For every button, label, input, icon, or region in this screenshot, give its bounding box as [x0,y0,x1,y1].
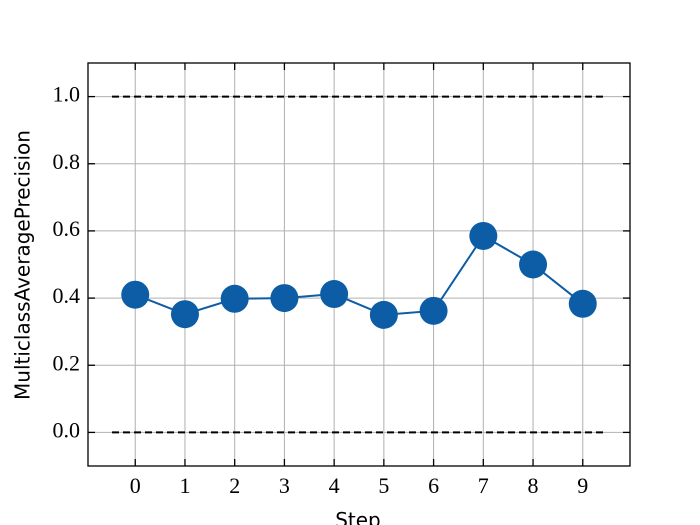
y-tick-label: 0.8 [53,149,81,174]
y-tick-label: 0.6 [53,216,81,241]
y-tick-label: 1.0 [53,82,81,107]
data-point [519,250,548,279]
data-point [369,300,398,329]
y-axis-label: MulticlassAveragePrecision [11,130,35,400]
x-tick-label: 4 [329,473,340,498]
data-point [568,289,597,318]
data-point [121,280,150,309]
y-tick-label: 0.4 [53,283,81,308]
data-point [320,280,349,309]
data-point [220,284,249,313]
x-tick-label: 2 [229,473,240,498]
y-tick-label: 0.0 [53,417,81,442]
marks [112,95,605,434]
x-tick-label: 7 [478,473,489,498]
x-tick-label: 6 [428,473,439,498]
x-tick-label: 8 [528,473,539,498]
y-tick-label: 0.2 [53,350,81,375]
series-line [134,234,584,316]
plot-frame [87,62,631,467]
plot-area [88,63,630,466]
data-point [469,221,498,250]
x-tick-label: 5 [378,473,389,498]
x-tick-label: 0 [130,473,141,498]
x-tick-label: 1 [179,473,190,498]
data-point [170,300,199,329]
x-tick-label: 3 [279,473,290,498]
data-point [270,284,299,313]
x-tick-label: 9 [577,473,588,498]
x-axis-label: Step [335,508,381,525]
data-point [419,296,448,325]
